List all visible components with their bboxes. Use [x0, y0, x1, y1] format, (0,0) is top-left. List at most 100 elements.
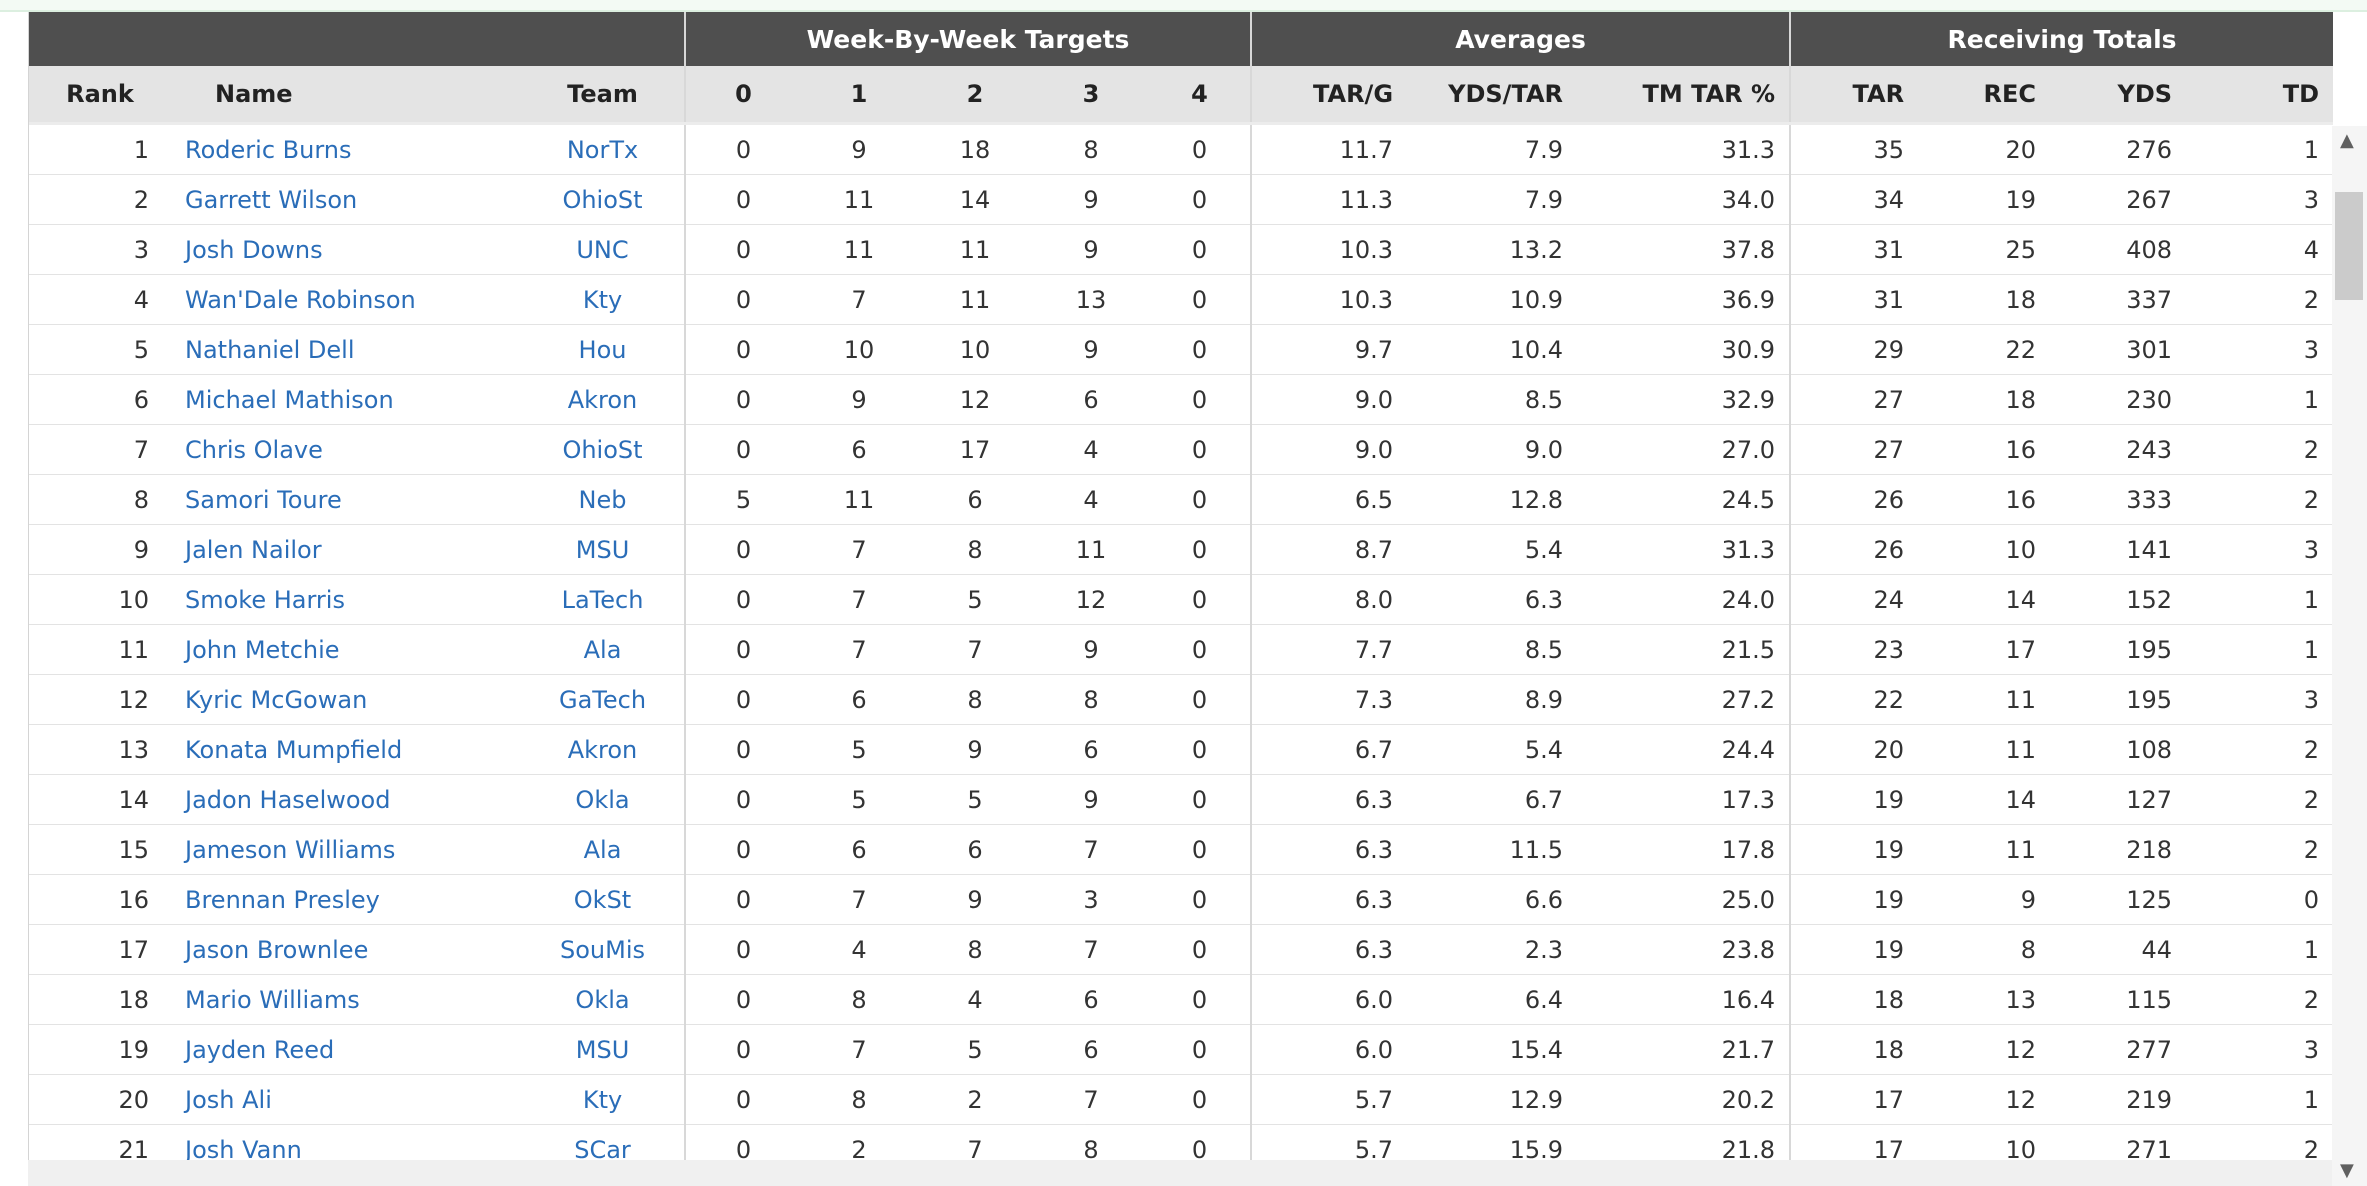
- col-header-tar[interactable]: TAR: [1789, 66, 1927, 124]
- col-header-week-2[interactable]: 2: [917, 66, 1034, 124]
- scroll-down-arrow-icon[interactable]: ▼: [2340, 1160, 2354, 1181]
- cell-team-link[interactable]: Okla: [521, 974, 686, 1025]
- cell-player-name-link[interactable]: Garrett Wilson: [171, 174, 521, 225]
- cell-team-link[interactable]: OhioSt: [521, 424, 686, 475]
- cell-player-name-link-text[interactable]: Konata Mumpfield: [185, 735, 403, 764]
- cell-team-link[interactable]: Hou: [521, 324, 686, 375]
- scroll-up-arrow-icon[interactable]: ▲: [2340, 130, 2354, 151]
- cell-team-link-text[interactable]: Akron: [567, 385, 638, 414]
- cell-player-name-link-text[interactable]: Jameson Williams: [185, 835, 396, 864]
- cell-team-link-text[interactable]: MSU: [575, 1035, 630, 1064]
- cell-team-link[interactable]: Akron: [521, 374, 686, 425]
- cell-team-link-text[interactable]: OhioSt: [562, 185, 643, 214]
- cell-team-link-text[interactable]: UNC: [576, 235, 629, 264]
- cell-team-link-text[interactable]: Kty: [582, 285, 623, 314]
- cell-player-name-link-text[interactable]: Jayden Reed: [185, 1035, 335, 1064]
- cell-player-name-link[interactable]: Jadon Haselwood: [171, 774, 521, 825]
- cell-player-name-link[interactable]: Jayden Reed: [171, 1024, 521, 1075]
- cell-team-link[interactable]: Ala: [521, 824, 686, 875]
- cell-player-name-link-text[interactable]: Smoke Harris: [185, 585, 345, 614]
- cell-player-name-link-text[interactable]: John Metchie: [185, 635, 340, 664]
- cell-team-link-text[interactable]: Neb: [578, 485, 627, 514]
- cell-player-name-link[interactable]: Josh Downs: [171, 224, 521, 275]
- cell-player-name-link-text[interactable]: Josh Downs: [185, 235, 323, 264]
- cell-player-name-link-text[interactable]: Jason Brownlee: [185, 935, 369, 964]
- cell-team-link[interactable]: OkSt: [521, 874, 686, 925]
- col-header-rec[interactable]: REC: [1926, 66, 2059, 124]
- col-header-yds[interactable]: YDS: [2058, 66, 2195, 124]
- cell-team-link-text[interactable]: SCar: [574, 1135, 631, 1164]
- cell-player-name-link-text[interactable]: Mario Williams: [185, 985, 360, 1014]
- cell-team-link[interactable]: Ala: [521, 624, 686, 675]
- col-header-team[interactable]: Team: [521, 66, 686, 124]
- cell-player-name-link[interactable]: Michael Mathison: [171, 374, 521, 425]
- col-header-week-1[interactable]: 1: [801, 66, 918, 124]
- cell-player-name-link[interactable]: Brennan Presley: [171, 874, 521, 925]
- cell-player-name-link-text[interactable]: Jadon Haselwood: [185, 785, 391, 814]
- cell-team-link-text[interactable]: Kty: [582, 1085, 623, 1114]
- cell-team-link-text[interactable]: LaTech: [561, 585, 644, 614]
- cell-team-link-text[interactable]: OkSt: [573, 885, 632, 914]
- scrollbar-thumb[interactable]: [2335, 192, 2363, 300]
- horizontal-scrollbar[interactable]: [28, 1160, 2332, 1186]
- cell-player-name-link[interactable]: Chris Olave: [171, 424, 521, 475]
- cell-player-name-link[interactable]: Wan'Dale Robinson: [171, 274, 521, 325]
- cell-player-name-link[interactable]: Josh Ali: [171, 1074, 521, 1125]
- col-header-week-0[interactable]: 0: [684, 66, 802, 124]
- cell-player-name-link[interactable]: Smoke Harris: [171, 574, 521, 625]
- col-header-name[interactable]: Name: [171, 66, 521, 124]
- cell-team-link[interactable]: MSU: [521, 1024, 686, 1075]
- cell-team-link[interactable]: UNC: [521, 224, 686, 275]
- col-header-week-3[interactable]: 3: [1033, 66, 1150, 124]
- cell-team-link[interactable]: Akron: [521, 724, 686, 775]
- cell-team-link[interactable]: Okla: [521, 774, 686, 825]
- cell-team-link[interactable]: SouMis: [521, 924, 686, 975]
- cell-player-name-link[interactable]: John Metchie: [171, 624, 521, 675]
- col-header-yds-tar[interactable]: YDS/TAR: [1415, 66, 1586, 124]
- cell-player-name-link-text[interactable]: Jalen Nailor: [185, 535, 322, 564]
- cell-player-name-link[interactable]: Konata Mumpfield: [171, 724, 521, 775]
- cell-team-link-text[interactable]: Ala: [583, 835, 622, 864]
- cell-team-link-text[interactable]: Okla: [575, 785, 630, 814]
- cell-player-name-link-text[interactable]: Michael Mathison: [185, 385, 394, 414]
- cell-team-link[interactable]: Kty: [521, 1074, 686, 1125]
- col-header-td[interactable]: TD: [2194, 66, 2333, 124]
- cell-team-link[interactable]: Neb: [521, 474, 686, 525]
- cell-team-link-text[interactable]: GaTech: [558, 685, 647, 714]
- cell-team-link-text[interactable]: SouMis: [560, 935, 646, 964]
- vertical-scrollbar[interactable]: ▲ ▼: [2332, 126, 2367, 1186]
- cell-player-name-link-text[interactable]: Samori Toure: [185, 485, 342, 514]
- cell-player-name-link[interactable]: Jalen Nailor: [171, 524, 521, 575]
- cell-player-name-link-text[interactable]: Garrett Wilson: [185, 185, 358, 214]
- col-header-week-4[interactable]: 4: [1149, 66, 1252, 124]
- cell-player-name-link-text[interactable]: Josh Vann: [185, 1135, 302, 1164]
- cell-team-link-text[interactable]: Akron: [567, 735, 638, 764]
- cell-team-link[interactable]: Kty: [521, 274, 686, 325]
- cell-player-name-link[interactable]: Kyric McGowan: [171, 674, 521, 725]
- cell-team-link[interactable]: NorTx: [521, 122, 686, 175]
- col-header-rank[interactable]: Rank: [29, 66, 171, 124]
- cell-player-name-link-text[interactable]: Kyric McGowan: [185, 685, 368, 714]
- col-header-tar-g[interactable]: TAR/G: [1250, 66, 1416, 124]
- cell-player-name-link-text[interactable]: Roderic Burns: [185, 135, 352, 164]
- cell-player-name-link[interactable]: Mario Williams: [171, 974, 521, 1025]
- cell-player-name-link-text[interactable]: Wan'Dale Robinson: [185, 285, 416, 314]
- cell-team-link-text[interactable]: Okla: [575, 985, 630, 1014]
- cell-team-link-text[interactable]: OhioSt: [562, 435, 643, 464]
- cell-player-name-link[interactable]: Jason Brownlee: [171, 924, 521, 975]
- cell-player-name-link-text[interactable]: Josh Ali: [185, 1085, 272, 1114]
- cell-team-link-text[interactable]: NorTx: [566, 135, 639, 164]
- cell-team-link[interactable]: OhioSt: [521, 174, 686, 225]
- cell-team-link-text[interactable]: Ala: [583, 635, 622, 664]
- cell-player-name-link[interactable]: Nathaniel Dell: [171, 324, 521, 375]
- cell-team-link-text[interactable]: Hou: [578, 335, 627, 364]
- cell-player-name-link-text[interactable]: Chris Olave: [185, 435, 323, 464]
- cell-player-name-link[interactable]: Jameson Williams: [171, 824, 521, 875]
- cell-team-link-text[interactable]: MSU: [575, 535, 630, 564]
- cell-player-name-link[interactable]: Roderic Burns: [171, 122, 521, 175]
- cell-player-name-link-text[interactable]: Nathaniel Dell: [185, 335, 355, 364]
- col-header-tm-tar-pct[interactable]: TM TAR %: [1585, 66, 1791, 124]
- cell-team-link[interactable]: MSU: [521, 524, 686, 575]
- cell-team-link[interactable]: LaTech: [521, 574, 686, 625]
- cell-team-link[interactable]: GaTech: [521, 674, 686, 725]
